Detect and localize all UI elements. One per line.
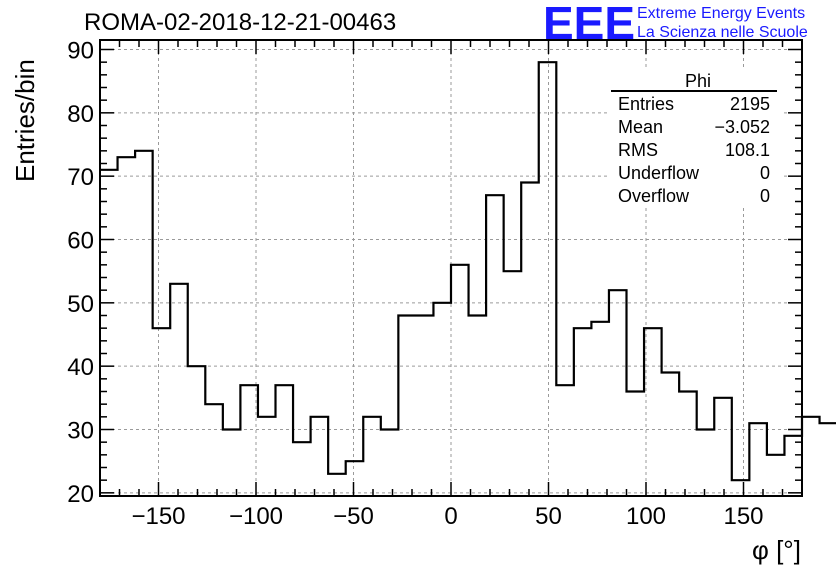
histogram-bin bbox=[591, 322, 609, 496]
histogram-bin bbox=[205, 404, 223, 496]
histogram-bin bbox=[258, 417, 276, 496]
histogram-bin bbox=[170, 284, 188, 496]
logo-line-1: Extreme Energy Events bbox=[637, 5, 806, 22]
histogram-bin bbox=[451, 265, 469, 496]
x-tick-label: −50 bbox=[333, 503, 374, 530]
histogram-bin bbox=[240, 385, 258, 496]
y-tick-label: 70 bbox=[67, 164, 94, 191]
y-tick-label: 50 bbox=[67, 291, 94, 318]
y-tick-label: 60 bbox=[67, 228, 94, 255]
stats-row-label: Underflow bbox=[618, 163, 700, 183]
x-tick-label: −100 bbox=[229, 503, 283, 530]
stats-row-value: 108.1 bbox=[725, 140, 770, 160]
stats-row-label: Mean bbox=[618, 117, 663, 137]
logo-text: Extreme Energy Events La Scienza nelle S… bbox=[637, 4, 808, 42]
x-tick-label: −150 bbox=[131, 503, 185, 530]
stats-row-value: −3.052 bbox=[714, 117, 770, 137]
histogram-bin bbox=[662, 373, 680, 497]
histogram-bin bbox=[574, 328, 592, 496]
histogram-bin bbox=[223, 430, 241, 497]
histogram-bin bbox=[556, 385, 574, 496]
histogram-bin bbox=[381, 430, 399, 497]
histogram-outline bbox=[100, 61, 836, 482]
stats-row-label: Entries bbox=[618, 94, 674, 114]
y-tick-label: 30 bbox=[67, 418, 94, 445]
stats-row-value: 2195 bbox=[730, 94, 770, 114]
histogram-bin bbox=[363, 417, 381, 496]
histogram-bin bbox=[644, 328, 662, 496]
histogram-bin bbox=[100, 170, 118, 496]
histogram-bin bbox=[135, 151, 153, 496]
histogram-bin bbox=[346, 461, 364, 496]
histogram-bin bbox=[521, 183, 539, 497]
y-axis-label: Entries/bin bbox=[10, 59, 40, 182]
stats-box-title: Phi bbox=[685, 71, 711, 91]
stats-row-label: Overflow bbox=[618, 186, 690, 206]
x-axis-label: φ [°] bbox=[752, 535, 801, 565]
histogram-bin bbox=[697, 430, 715, 497]
histogram-bin bbox=[714, 398, 732, 496]
histogram-bin bbox=[398, 316, 416, 497]
x-tick-label: 50 bbox=[535, 503, 562, 530]
x-tick-label: 100 bbox=[626, 503, 666, 530]
histogram-bin bbox=[328, 474, 346, 496]
histogram-bin bbox=[153, 328, 171, 496]
y-tick-label: 20 bbox=[67, 481, 94, 508]
chart-title: ROMA-02-2018-12-21-00463 bbox=[84, 9, 397, 36]
histogram-bin bbox=[749, 423, 767, 496]
histogram-bin bbox=[609, 290, 627, 496]
stats-row-value: 0 bbox=[760, 163, 770, 183]
histogram-bin bbox=[469, 316, 487, 497]
stats-row-value: 0 bbox=[760, 186, 770, 206]
histogram-bin bbox=[276, 385, 294, 496]
histogram-bin bbox=[627, 392, 645, 497]
histogram-bin bbox=[820, 423, 836, 496]
histogram-bin bbox=[118, 157, 136, 496]
histogram-bin bbox=[433, 303, 451, 496]
histogram-bin bbox=[732, 480, 750, 496]
histogram-bin bbox=[679, 392, 697, 497]
stats-row-label: RMS bbox=[618, 140, 658, 160]
x-tick-label: 150 bbox=[723, 503, 763, 530]
histogram-bin bbox=[311, 417, 329, 496]
histogram-bin bbox=[416, 316, 434, 497]
y-tick-label: 90 bbox=[67, 38, 94, 65]
y-tick-label: 40 bbox=[67, 354, 94, 381]
histogram-bin bbox=[802, 417, 820, 496]
eee-logo: EEE bbox=[543, 0, 636, 49]
histogram-bin bbox=[486, 195, 504, 496]
histogram-bin bbox=[504, 271, 522, 496]
x-tick-label: 0 bbox=[444, 503, 457, 530]
logo-line-2: La Scienza nelle Scuole bbox=[637, 24, 808, 41]
histogram-bin bbox=[539, 62, 557, 496]
histogram-bin bbox=[293, 442, 311, 496]
histogram-bin bbox=[784, 436, 802, 496]
y-tick-label: 80 bbox=[67, 101, 94, 128]
histogram-bin bbox=[188, 366, 206, 496]
